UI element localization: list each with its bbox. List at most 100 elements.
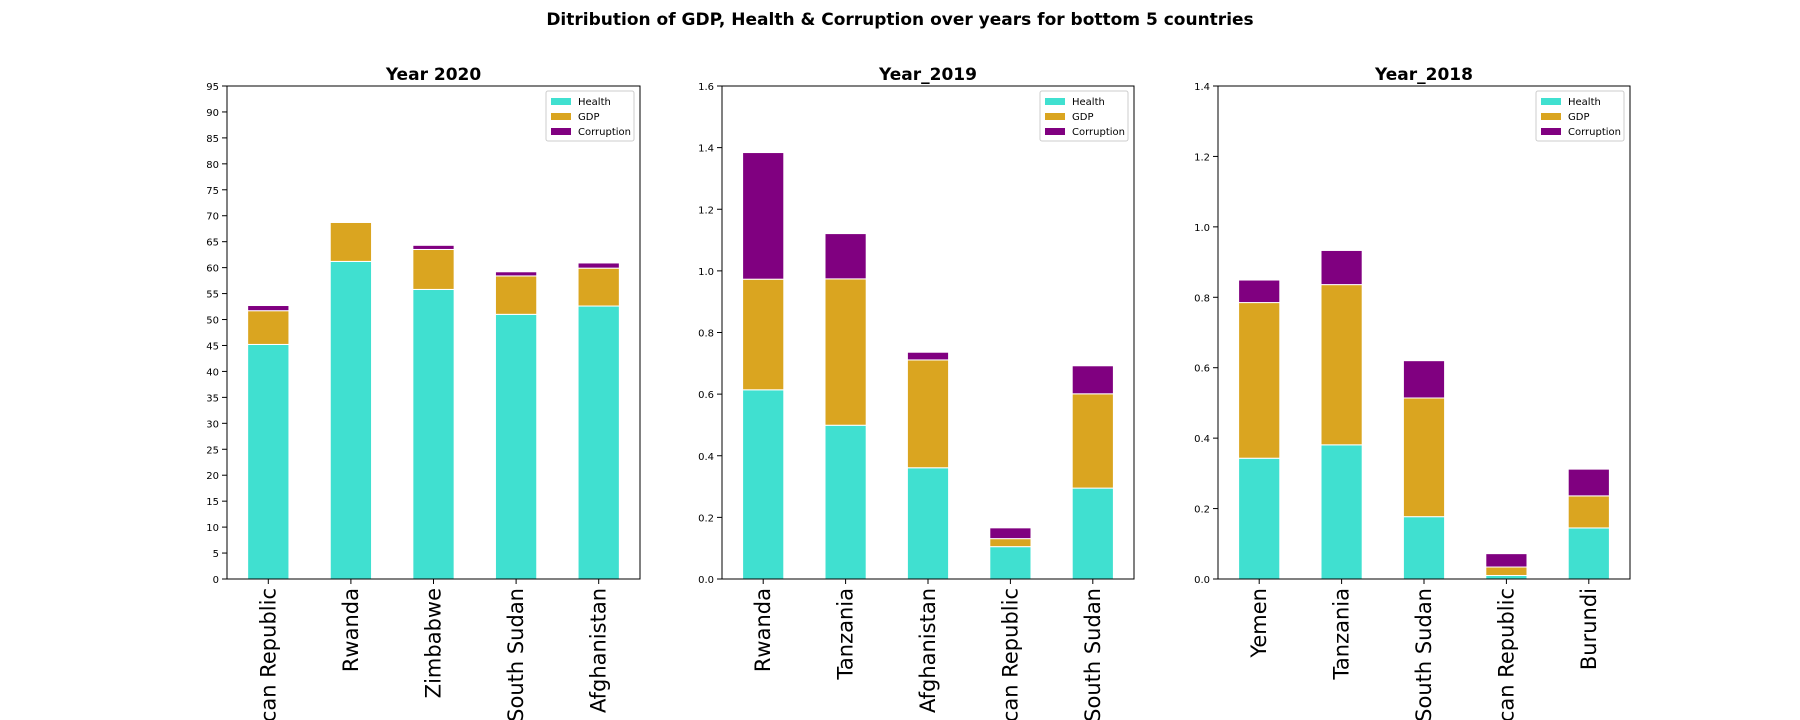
chart-legend: Health GDP Corruption [1535,90,1625,142]
bar-corruption-1 [247,305,290,312]
legend-swatch-corruption [551,128,571,135]
bar-gdp-5 [577,267,620,307]
bar-corruption-2 [824,233,867,280]
chart-legend: Health GDP Corruption [1039,90,1129,142]
y-tick-label: 50 [206,316,219,327]
bar-gdp-4 [1485,566,1528,576]
bar-health-5 [1567,527,1610,580]
x-tick-label: South Sudan [1081,588,1105,720]
bar-health-1 [1238,457,1281,580]
bar-gdp-3 [1402,397,1446,518]
x-tick-label: Tanzania [834,588,858,680]
y-tick-label: 5 [213,549,219,560]
y-tick-label: 0.0 [1194,575,1210,586]
bar-corruption-2 [1320,249,1363,286]
y-tick-label: 0.8 [1194,293,1210,304]
y-tick-label: 0.0 [698,575,714,586]
legend-label-gdp: GDP [1568,112,1589,123]
bar-health-4 [989,546,1032,580]
y-tick-label: 75 [206,186,219,197]
y-tick-label: 0.2 [698,513,714,524]
x-tick-label: South Sudan [504,588,528,720]
legend-swatch-corruption [1045,128,1065,135]
y-tick-label: 0.4 [1194,434,1210,445]
y-tick-label: 85 [206,134,219,145]
bar-health-2 [329,260,373,580]
x-tick-label: Burundi [1577,588,1601,670]
y-tick-label: 35 [206,393,219,404]
bar-gdp-4 [494,275,538,315]
x-tick-label: Rwanda [751,588,775,672]
bar-health-5 [1071,487,1114,580]
y-tick-label: 0.8 [698,329,714,340]
legend-swatch-gdp [1541,113,1561,120]
bar-corruption-4 [1485,553,1528,568]
y-tick-label: 30 [206,419,219,430]
chart-panel-3: Year_2018 Yemen Tanzania South Sudan ican Re… [1194,65,1631,720]
x-tick-label: Rwanda [339,588,363,672]
bar-corruption-5 [1071,365,1114,395]
y-tick-label: 1.6 [698,82,714,93]
bar-health-3 [1402,516,1446,580]
y-tick-label: 0 [213,575,219,586]
y-tick-label: 95 [206,82,219,93]
y-tick-label: 40 [206,367,219,378]
chart-legend: Health GDP Corruption [545,90,635,142]
y-tick-label: 0.4 [698,452,714,463]
bar-gdp-3 [906,359,950,469]
bar-health-3 [906,467,950,580]
bar-corruption-1 [742,152,785,280]
x-tick-label: ican Republic [998,588,1022,720]
legend-label-gdp: GDP [1072,112,1093,123]
x-tick-label: South Sudan [1412,588,1436,720]
y-tick-label: 1.0 [698,267,714,278]
y-tick-label: 1.4 [1194,82,1210,93]
chart-title: Year 2020 [385,65,482,85]
bar-corruption-4 [494,271,538,277]
y-tick-label: 0.2 [1194,505,1210,516]
y-tick-label: 1.2 [1194,152,1210,163]
y-tick-label: 0.6 [1194,364,1210,375]
axes-frame [1217,85,1631,580]
bar-gdp-2 [329,221,373,262]
bar-gdp-2 [824,278,867,426]
y-tick-label: 45 [206,341,219,352]
y-tick-label: 10 [206,523,219,534]
legend-swatch-corruption [1541,128,1561,135]
legend-swatch-health [551,98,571,105]
legend-label-corruption: Corruption [1568,127,1621,138]
y-tick-label: 1.2 [698,205,714,216]
bar-gdp-1 [1238,302,1281,459]
x-tick-label: Afghanistan [916,588,940,713]
legend-label-corruption: Corruption [578,127,631,138]
legend-swatch-gdp [1045,113,1065,120]
y-tick-label: 55 [206,290,219,301]
bar-health-3 [412,288,455,580]
bar-gdp-3 [412,248,455,290]
bar-corruption-5 [1567,468,1610,497]
bar-health-1 [742,389,785,580]
y-tick-label: 1.4 [698,144,714,155]
legend-swatch-gdp [551,113,571,120]
bar-corruption-3 [412,244,455,250]
legend-label-health: Health [578,97,611,108]
y-tick-label: 65 [206,238,219,249]
legend-label-gdp: GDP [578,112,599,123]
bar-corruption-3 [906,351,950,361]
legend-label-health: Health [1568,97,1601,108]
x-tick-label: ican Republic [256,588,280,720]
y-tick-label: 70 [206,212,219,223]
bar-health-2 [1320,444,1363,580]
x-tick-label: Zimbabwe [422,588,446,698]
bar-health-4 [494,313,538,580]
bar-gdp-5 [1071,393,1114,489]
bar-gdp-1 [247,310,290,345]
bar-health-4 [1485,574,1528,580]
legend-label-health: Health [1072,97,1105,108]
chart-title: Year_2019 [878,65,977,85]
chart-panel-1: Year 2020 ican Republic Rwanda Zimbabwe Sout… [206,65,641,720]
bar-gdp-5 [1567,495,1610,529]
bar-gdp-2 [1320,284,1363,446]
legend-swatch-health [1541,98,1561,105]
